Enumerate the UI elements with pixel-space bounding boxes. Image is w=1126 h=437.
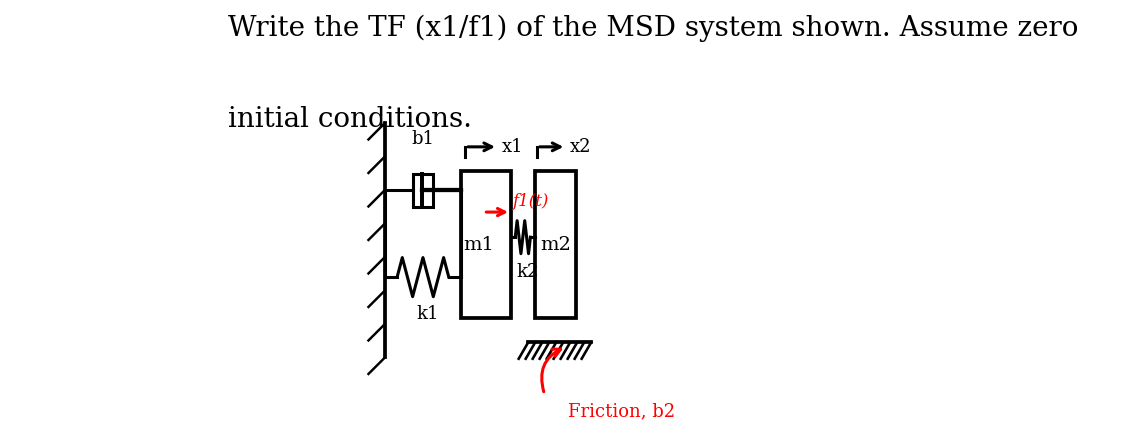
Text: m1: m1 [463,236,494,253]
Text: k2: k2 [516,263,538,281]
Bar [461,171,511,319]
Text: f1(t): f1(t) [512,193,548,210]
Bar [413,174,432,207]
Text: x1: x1 [501,138,522,156]
Text: Friction, b2: Friction, b2 [569,403,676,421]
Text: k1: k1 [415,305,438,323]
Bar [535,171,577,319]
Text: m2: m2 [540,236,571,253]
Text: Write the TF (x1/f1) of the MSD system shown. Assume zero: Write the TF (x1/f1) of the MSD system s… [227,14,1079,42]
Text: b1: b1 [411,130,435,148]
Text: x2: x2 [570,138,591,156]
Text: initial conditions.: initial conditions. [227,106,472,132]
